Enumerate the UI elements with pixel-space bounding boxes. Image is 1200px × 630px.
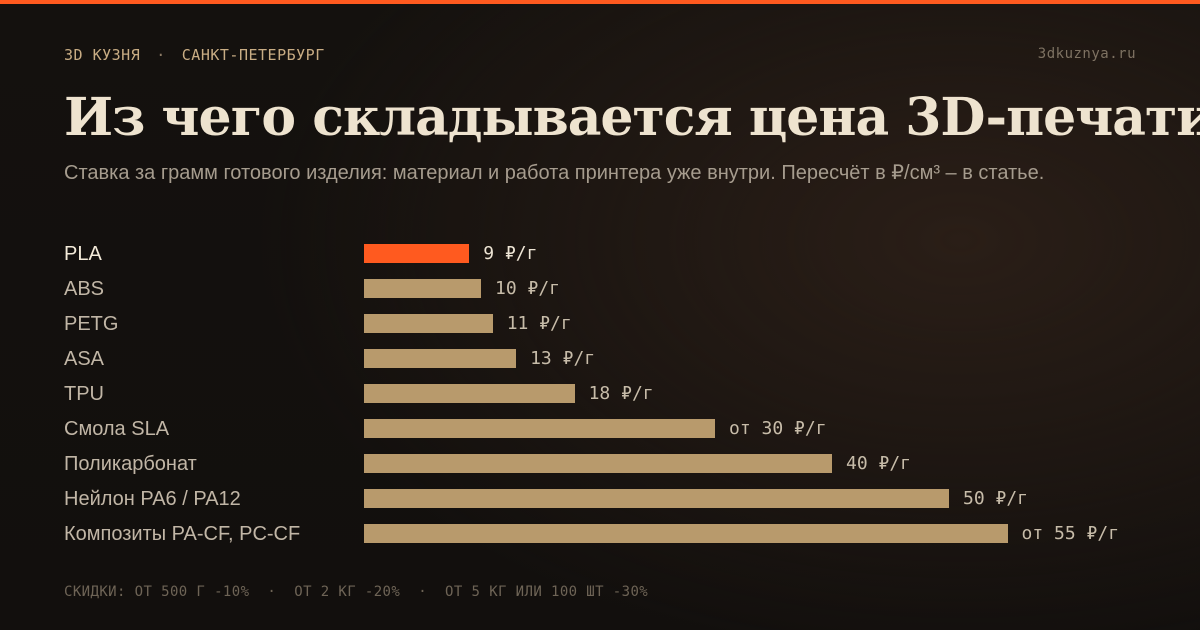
bar-row: Нейлон PA6 / PA12 50 ₽/г — [64, 481, 1136, 516]
bar-row: TPU 18 ₽/г — [64, 376, 1136, 411]
chart-subtitle: Ставка за грамм готового изделия: матери… — [64, 162, 1045, 184]
discount-footer: СКИДКИ: ОТ 500 Г -10% · ОТ 2 КГ -20% · ОТ 5 … — [64, 584, 648, 600]
bar-row: Композиты PA-CF, PC-CF от 55 ₽/г — [64, 516, 1136, 551]
price-bar-chart: PLA 9 ₽/г ABS 10 ₽/г PETG 11 ₽/г ASA 13 ₽/г TPU 1… — [64, 236, 1136, 556]
value-label: 9 ₽/г — [483, 243, 538, 264]
discount-item: ОТ 5 КГ ИЛИ 100 ШТ -30% — [445, 584, 649, 600]
bar — [364, 279, 481, 298]
category-label: Нейлон PA6 / PA12 — [64, 488, 241, 510]
category-label: ABS — [64, 278, 105, 300]
category-label: Композиты PA-CF, PC-CF — [64, 523, 301, 545]
bar-row: Поликарбонат 40 ₽/г — [64, 446, 1136, 481]
value-label: 10 ₽/г — [495, 278, 561, 299]
bar — [364, 384, 575, 403]
bar — [364, 314, 493, 333]
category-label: PETG — [64, 313, 119, 335]
footer-separator: · — [418, 584, 428, 600]
value-label: 13 ₽/г — [530, 348, 596, 369]
category-label: ASA — [64, 348, 105, 370]
bar-row: ASA 13 ₽/г — [64, 341, 1136, 376]
category-label: Поликарбонат — [64, 453, 197, 475]
top-accent-strip — [0, 0, 1200, 4]
brand-separator: · — [156, 46, 166, 64]
value-label: от 30 ₽/г — [729, 418, 827, 439]
bar — [364, 454, 832, 473]
discount-item: ОТ 2 КГ -20% — [294, 584, 401, 600]
bar-row: PLA 9 ₽/г — [64, 236, 1136, 271]
value-label: 50 ₽/г — [963, 488, 1029, 509]
brand-city: САНКТ-ПЕТЕРБУРГ — [181, 46, 325, 64]
bar — [364, 244, 470, 263]
value-label: 11 ₽/г — [506, 313, 572, 334]
chart-title: Из чего складывается цена 3D-печати — [64, 87, 1200, 148]
brand-line: 3D КУЗНЯ · САНКТ-ПЕТЕРБУРГ — [64, 46, 325, 64]
brand-name: 3D КУЗНЯ — [64, 46, 141, 64]
value-label: от 55 ₽/г — [1021, 523, 1120, 544]
bar-row: PETG 11 ₽/г — [64, 306, 1136, 341]
bar — [364, 349, 517, 368]
bar — [364, 489, 949, 508]
category-label: TPU — [64, 383, 104, 405]
footer-separator: · — [267, 584, 277, 600]
bar — [364, 524, 1008, 543]
value-label: 40 ₽/г — [846, 453, 912, 474]
top-bar: 3D КУЗНЯ · САНКТ-ПЕТЕРБУРГ 3dkuznya.ru — [64, 46, 1136, 66]
value-label: 18 ₽/г — [588, 383, 654, 404]
category-label: Смола SLA — [64, 418, 170, 440]
bar-row: Смола SLA от 30 ₽/г — [64, 411, 1136, 446]
bar-row: ABS 10 ₽/г — [64, 271, 1136, 306]
site-link[interactable]: 3dkuznya.ru — [1037, 46, 1136, 62]
discount-item: СКИДКИ: ОТ 500 Г -10% — [64, 584, 250, 600]
bar — [364, 419, 715, 438]
category-label: PLA — [64, 243, 102, 265]
